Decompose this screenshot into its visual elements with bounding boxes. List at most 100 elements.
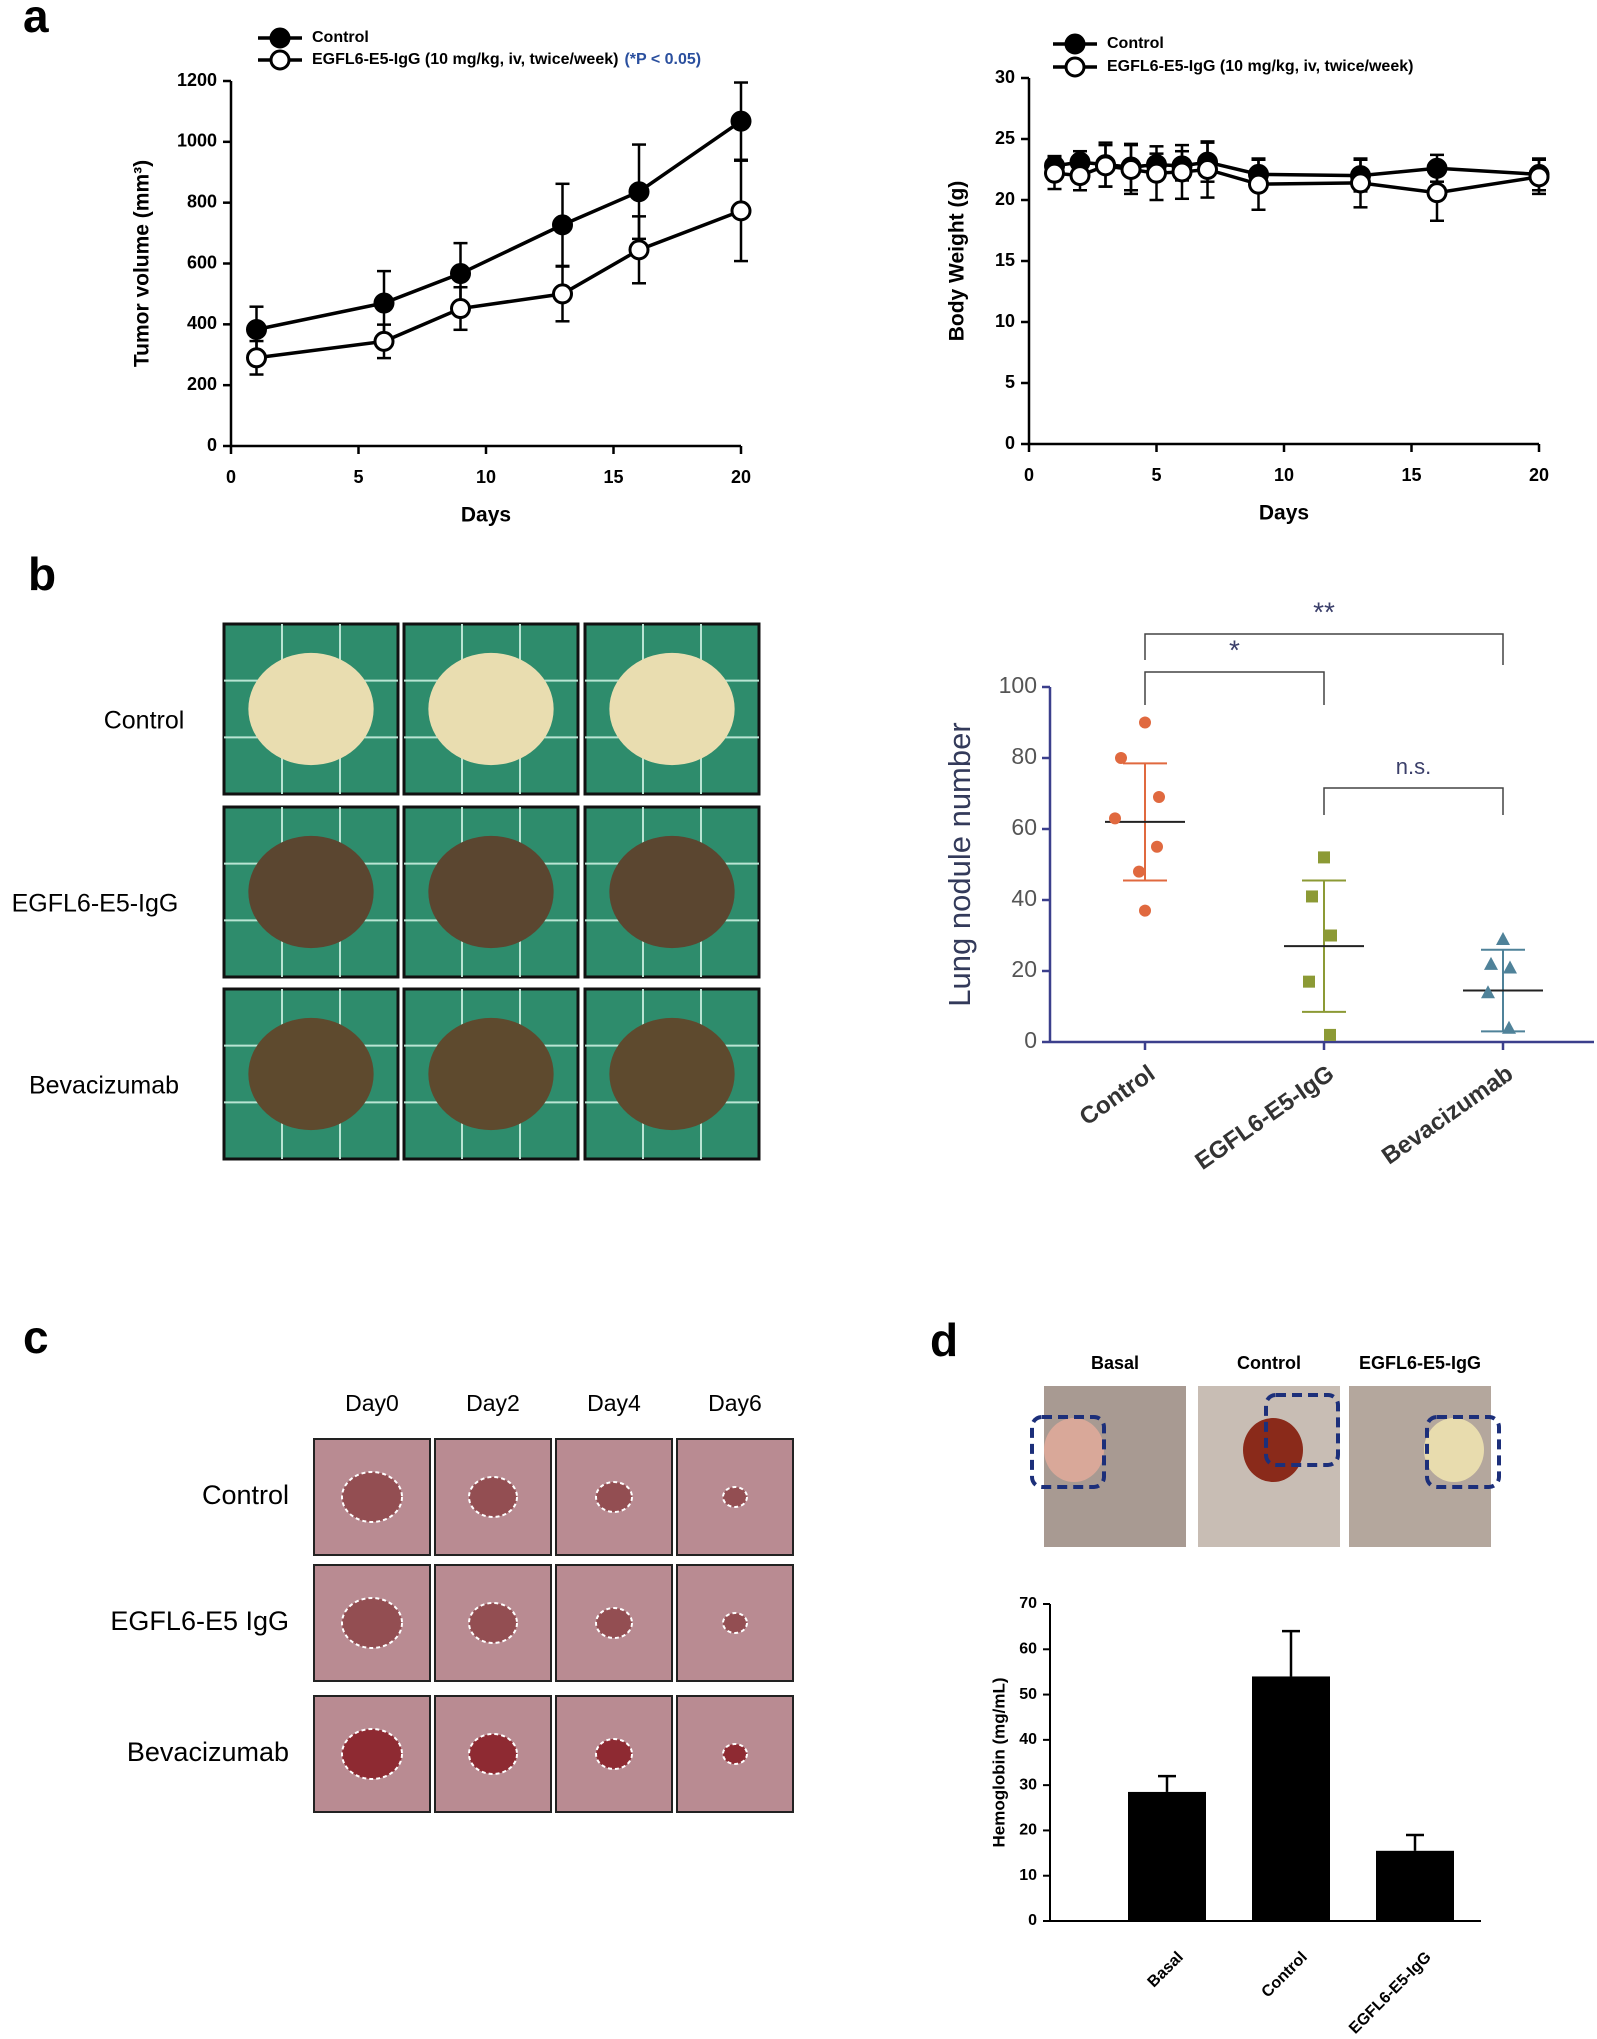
highlight-box	[1030, 1415, 1106, 1489]
photo-tissue	[428, 1017, 554, 1131]
x-tick-label: 15	[1401, 465, 1421, 485]
plug	[1424, 1418, 1484, 1482]
y-tick-label: 60	[1019, 1641, 1037, 1658]
marker	[246, 319, 267, 341]
y-tick-label: 25	[995, 128, 1015, 148]
y-tick-label: 0	[207, 435, 217, 455]
y-tick-label: 30	[1019, 1776, 1037, 1793]
annotation: (*P < 0.05)	[624, 51, 701, 68]
y-tick-label: 800	[187, 191, 217, 211]
y-tick-label: 0	[1028, 1912, 1037, 1929]
highlight-box	[1264, 1393, 1340, 1467]
point	[1306, 890, 1318, 903]
legend-marker	[269, 27, 291, 49]
photo-tissue	[428, 835, 554, 949]
bar	[1376, 1850, 1454, 1921]
marker	[1248, 173, 1269, 195]
wound	[722, 1612, 748, 1634]
x-tick-label: 5	[1151, 465, 1161, 485]
y-tick-label: 40	[1011, 885, 1037, 911]
column-label: Day4	[587, 1390, 641, 1416]
point	[1303, 975, 1315, 988]
photo-tissue	[248, 1017, 374, 1131]
bar	[1252, 1676, 1330, 1921]
photo-tissue	[609, 835, 735, 949]
series-line	[256, 209, 742, 360]
column-label: Day2	[466, 1390, 520, 1416]
photo-tissue	[609, 652, 735, 766]
panel-label: c	[23, 1311, 49, 1363]
photo-tissue	[609, 1017, 735, 1131]
wound	[722, 1486, 748, 1508]
wound	[468, 1476, 518, 1518]
marker	[246, 347, 267, 369]
y-tick-label: 70	[1019, 1595, 1037, 1612]
highlight-box	[1425, 1415, 1501, 1489]
bar	[1128, 1791, 1206, 1921]
marker	[1426, 157, 1448, 179]
y-tick-label: 0	[1005, 433, 1015, 453]
marker	[450, 298, 471, 320]
legend-label: Control	[1107, 35, 1164, 52]
x-tick-label: 10	[476, 467, 496, 487]
y-axis-label: Tumor volume (mm³)	[131, 160, 154, 367]
point	[1151, 840, 1163, 853]
column-label: Day0	[345, 1390, 399, 1416]
marker	[373, 292, 395, 314]
y-tick-label: 5	[1005, 372, 1015, 392]
marker	[450, 263, 471, 285]
row-label: EGFL6-E5 IgG	[110, 1606, 289, 1636]
y-tick-label: 60	[1011, 814, 1037, 840]
y-tick-label: 100	[999, 672, 1037, 698]
point	[1481, 985, 1495, 999]
column-label: Day6	[708, 1390, 762, 1416]
wound	[595, 1738, 633, 1770]
row-label: EGFL6-E5-IgG	[12, 890, 179, 918]
legend-label: EGFL6-E5-IgG (10 mg/kg, iv, twice/week)	[312, 51, 618, 68]
marker	[730, 200, 752, 222]
point	[1484, 956, 1498, 970]
row-label: Bevacizumab	[29, 1072, 179, 1100]
legend-marker	[269, 49, 291, 71]
x-tick-label: Control	[1259, 1949, 1311, 2001]
marker	[1069, 165, 1091, 187]
plug	[1044, 1418, 1104, 1482]
row-label: Control	[104, 707, 185, 735]
significance-bracket	[1323, 787, 1504, 815]
point	[1318, 851, 1330, 864]
significance-label: **	[1313, 596, 1335, 627]
x-tick-label: 5	[353, 467, 363, 487]
marker	[1350, 172, 1371, 194]
x-axis-label: Days	[461, 504, 511, 527]
wound	[595, 1481, 633, 1513]
marker	[1426, 182, 1448, 204]
y-axis-label: Hemoglobin (mg/mL)	[989, 1678, 1008, 1848]
point	[1139, 904, 1151, 917]
legend-label: EGFL6-E5-IgG (10 mg/kg, iv, twice/week)	[1107, 58, 1413, 75]
marker	[1146, 162, 1167, 184]
significance-label: *	[1229, 634, 1240, 665]
y-tick-label: 80	[1011, 743, 1037, 769]
photo	[313, 1695, 431, 1813]
marker	[628, 239, 650, 261]
wound	[341, 1597, 403, 1649]
marker	[628, 181, 650, 203]
y-axis-label: Lung nodule number	[942, 722, 977, 1006]
significance-label: n.s.	[1396, 754, 1431, 779]
point	[1139, 716, 1151, 729]
marker	[1197, 159, 1218, 180]
significance-bracket	[1144, 671, 1325, 705]
photo-tissue	[248, 652, 374, 766]
panel-label: b	[28, 548, 56, 600]
wound	[595, 1607, 633, 1639]
y-tick-label: 600	[187, 252, 217, 272]
x-tick-label: 0	[1024, 465, 1034, 485]
point	[1109, 812, 1121, 825]
point	[1503, 960, 1517, 974]
column-label: Basal	[1091, 1353, 1139, 1373]
wound	[341, 1471, 403, 1523]
wound	[468, 1733, 518, 1775]
legend-label: Control	[312, 29, 369, 46]
point	[1502, 1020, 1516, 1034]
